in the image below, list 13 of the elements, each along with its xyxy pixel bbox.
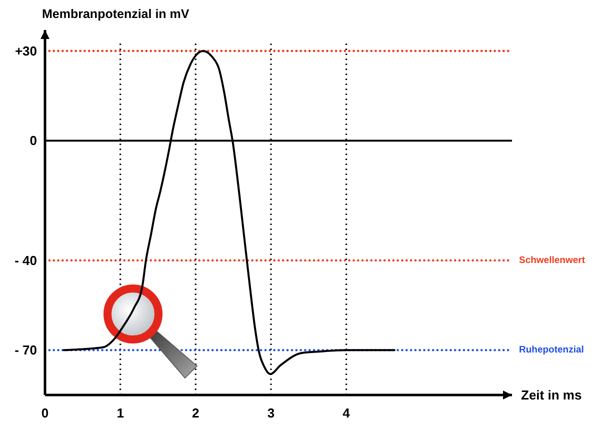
- ref-line-label: Schwellenwert: [519, 254, 586, 266]
- y-tick-label: - 40: [14, 252, 37, 268]
- x-tick-label: 3: [267, 406, 275, 420]
- y-axis-title: Membranpotenzial in mV: [42, 7, 190, 21]
- x-tick-label: 0: [41, 406, 49, 420]
- x-tick-label: 1: [116, 406, 124, 420]
- x-axis-title: Zeit in ms: [521, 388, 582, 402]
- y-tick-label: +30: [14, 43, 37, 58]
- x-tick-label: 2: [192, 406, 200, 420]
- ref-line-label: Ruhepotenzial: [519, 344, 584, 356]
- y-tick-label: - 70: [14, 342, 37, 358]
- y-tick-label: 0: [30, 133, 37, 148]
- x-tick-label: 4: [342, 406, 351, 420]
